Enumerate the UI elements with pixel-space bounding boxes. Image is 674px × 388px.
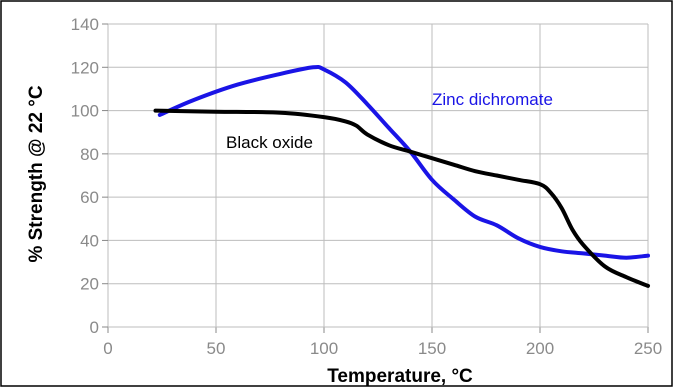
y-tick-label: 140: [71, 15, 99, 34]
x-axis-label: Temperature, °C: [327, 366, 473, 387]
y-tick-label: 100: [71, 102, 99, 121]
x-tick-label: 150: [418, 339, 446, 358]
series-label-black-oxide: Black oxide: [226, 133, 313, 152]
y-tick-label: 80: [80, 145, 99, 164]
x-tick-label: 100: [310, 339, 338, 358]
series-layer: [153, 64, 650, 288]
series-label-zinc-dichromate: Zinc dichromate: [432, 90, 553, 109]
series-line-zinc-dichromate: [157, 64, 650, 260]
y-tick-label: 120: [71, 58, 99, 77]
x-tick-label: 50: [207, 339, 226, 358]
x-tick-label: 250: [634, 339, 662, 358]
series-labels: Zinc dichromate Black oxide: [226, 90, 553, 152]
tick-labels: 0 50 100 150 200 250 0 20 40 60 80 100 120 140: [71, 15, 663, 358]
y-tick-label: 40: [80, 231, 99, 250]
y-tick-label: 20: [80, 275, 99, 294]
series-line-black-oxide: [153, 108, 650, 288]
y-tick-label: 60: [80, 188, 99, 207]
x-tick-label: 200: [526, 339, 554, 358]
y-axis-label: % Strength @ 22 °C: [26, 85, 47, 262]
grid-layer: [102, 23, 649, 333]
x-tick-label: 0: [103, 339, 112, 358]
y-tick-label: 0: [90, 318, 99, 337]
